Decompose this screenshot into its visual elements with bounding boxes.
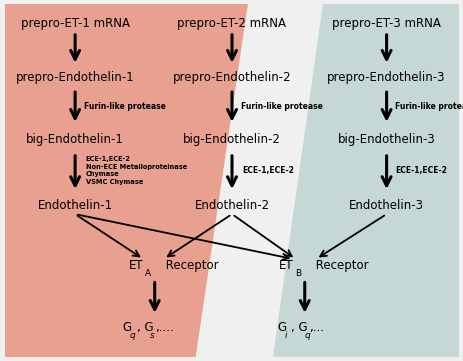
- Text: prepro-ET-2 mRNA: prepro-ET-2 mRNA: [177, 17, 286, 30]
- Text: q: q: [130, 331, 135, 340]
- Text: , G: , G: [136, 321, 153, 334]
- Text: big-Endothelin-3: big-Endothelin-3: [337, 133, 435, 146]
- Text: ECE-1,ECE-2
Non-ECE Metalloproteinase
Chymase
VSMC Chymase: ECE-1,ECE-2 Non-ECE Metalloproteinase Ch…: [85, 156, 187, 185]
- Text: Furin-like protease: Furin-like protease: [84, 102, 166, 111]
- Text: q: q: [304, 331, 310, 340]
- Text: G: G: [123, 321, 131, 334]
- Polygon shape: [5, 4, 247, 357]
- Text: A: A: [144, 269, 150, 278]
- Text: ET: ET: [278, 259, 293, 272]
- Text: ,....: ,....: [154, 321, 173, 334]
- Text: prepro-ET-1 mRNA: prepro-ET-1 mRNA: [20, 17, 129, 30]
- Text: big-Endothelin-1: big-Endothelin-1: [26, 133, 124, 146]
- Text: Endothelin-2: Endothelin-2: [194, 199, 269, 212]
- Text: big-Endothelin-2: big-Endothelin-2: [183, 133, 280, 146]
- Text: Furin-like protease: Furin-like protease: [394, 102, 463, 111]
- Text: prepro-Endothelin-1: prepro-Endothelin-1: [16, 71, 134, 84]
- Text: ,...: ,...: [309, 321, 324, 334]
- Text: ECE-1,ECE-2: ECE-1,ECE-2: [242, 166, 293, 175]
- Text: ET: ET: [128, 259, 143, 272]
- Text: ECE-1,ECE-2: ECE-1,ECE-2: [395, 166, 447, 175]
- Text: Receptor: Receptor: [161, 259, 218, 272]
- Text: i: i: [284, 331, 286, 340]
- Text: , G: , G: [290, 321, 307, 334]
- Text: G: G: [277, 321, 286, 334]
- Text: prepro-Endothelin-3: prepro-Endothelin-3: [327, 71, 445, 84]
- Text: Furin-like protease: Furin-like protease: [241, 102, 322, 111]
- Text: Endothelin-1: Endothelin-1: [38, 199, 113, 212]
- Text: Endothelin-3: Endothelin-3: [348, 199, 423, 212]
- Text: prepro-ET-3 mRNA: prepro-ET-3 mRNA: [332, 17, 440, 30]
- Text: B: B: [294, 269, 300, 278]
- Text: s: s: [150, 331, 155, 340]
- Polygon shape: [272, 4, 458, 357]
- Text: Receptor: Receptor: [311, 259, 368, 272]
- Text: prepro-Endothelin-2: prepro-Endothelin-2: [172, 71, 291, 84]
